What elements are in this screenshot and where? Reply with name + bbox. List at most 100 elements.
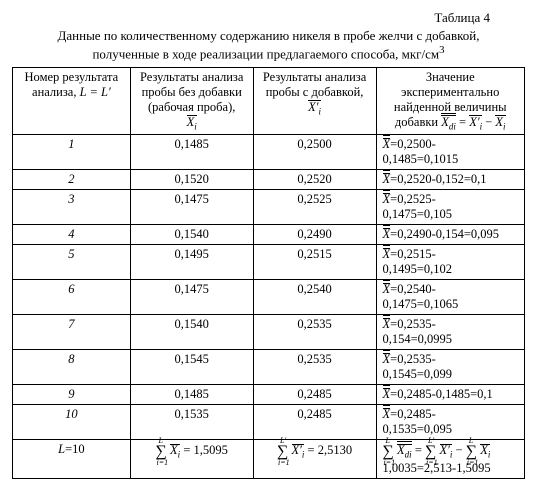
h1-l2: анализа, <box>32 85 80 99</box>
s1xi: X <box>170 443 178 457</box>
sum3-xip: X′i <box>440 443 453 460</box>
xip-sub: i <box>318 106 321 116</box>
sigma-2: ∑L′i=1 <box>277 442 288 461</box>
s3xdi: X <box>397 443 405 457</box>
table-body: 10,14850,2500X=0,2500-0,1485=0,101520,15… <box>13 135 525 440</box>
xip-bar-h: X′i <box>469 115 482 132</box>
s3minus: − <box>452 443 465 457</box>
h3-l2: пробы с добавкой, <box>266 85 364 99</box>
h4-l1: Значение <box>426 70 475 84</box>
s3xip: X′ <box>440 443 450 457</box>
row-xdbar: X <box>383 317 391 332</box>
cell-d: X=0,2520-0,152=0,1 <box>376 170 525 190</box>
cell-b: 0,2485 <box>253 405 376 440</box>
row-xdbar: X <box>383 282 391 297</box>
eq1: = <box>456 115 469 129</box>
cell-b: 0,2520 <box>253 170 376 190</box>
s2xip: X′ <box>292 443 302 457</box>
cell-a: 0,1540 <box>130 315 253 350</box>
h1-l1: Номер результата <box>25 70 119 84</box>
s3xi: X <box>480 443 488 457</box>
sigma-1: ∑Li=1 <box>156 442 167 461</box>
cell-b: 0,2500 <box>253 135 376 170</box>
xip: X′ <box>308 100 318 114</box>
row-xdbar: X <box>383 192 391 207</box>
row-xdbar: X <box>383 407 391 422</box>
h4-l3: найденной величины <box>394 100 507 114</box>
h2-l2: пробы без добавки <box>142 85 242 99</box>
row-xdbar: X <box>383 227 391 242</box>
table-row: 20,15200,2520X=0,2520-0,152=0,1 <box>13 170 525 190</box>
h1-l3: L = L′ <box>80 85 111 99</box>
table-row: 60,14750,2540X=0,2540-0,1475=0,1065 <box>13 280 525 315</box>
xi-bar: Xi <box>187 115 197 132</box>
cell-d: X=0,2525-0,1475=0,105 <box>376 190 525 225</box>
table-row: 10,14850,2500X=0,2500-0,1485=0,1015 <box>13 135 525 170</box>
sum2-expr: ∑L′i=1 X′i = 2,5130 <box>277 443 352 457</box>
s3eq: = <box>412 443 425 457</box>
xip-bar: X′i <box>308 100 321 117</box>
cell-a: 0,1540 <box>130 225 253 245</box>
footer-sum2: ∑L′i=1 X′i = 2,5130 <box>253 440 376 479</box>
table-row: 100,15350,2485X=0,2485-0,1535=0,095 <box>13 405 525 440</box>
table-row: 30,14750,2525X=0,2525-0,1475=0,105 <box>13 190 525 225</box>
cell-n: 10 <box>13 405 131 440</box>
cell-a: 0,1475 <box>130 190 253 225</box>
sigma-3b: ∑L′i=1 <box>425 442 436 461</box>
sum1-val: = 1,5095 <box>180 443 228 457</box>
cell-b: 0,2525 <box>253 190 376 225</box>
cell-d: X=0,2540-0,1475=0,1065 <box>376 280 525 315</box>
xdi-bar2: Xdi <box>441 115 456 132</box>
cell-d: X=0,2500-0,1485=0,1015 <box>376 135 525 170</box>
header-4: Значение экспериментально найденной вели… <box>376 67 525 134</box>
xip2: X′ <box>469 115 479 129</box>
cell-b: 0,2535 <box>253 350 376 385</box>
sum2-val: = 2,5130 <box>304 443 352 457</box>
footer-sum3: ∑Li=1 Xdi = ∑L′i=1 X′i − ∑Li=1 Xi 1,0035… <box>376 440 525 479</box>
table-caption: Данные по количественному содержанию ник… <box>12 28 525 63</box>
cell-d: X=0,2535-0,1545=0,099 <box>376 350 525 385</box>
header-1: Номер результата анализа, L = L′ <box>13 67 131 134</box>
h4-l4: добавки <box>395 115 441 129</box>
data-table: Номер результата анализа, L = L′ Результ… <box>12 67 525 479</box>
cell-d: X=0,2490-0,154=0,095 <box>376 225 525 245</box>
cell-a: 0,1535 <box>130 405 253 440</box>
cell-a: 0,1495 <box>130 245 253 280</box>
cell-a: 0,1485 <box>130 135 253 170</box>
sum2-xip: X′i <box>292 443 305 460</box>
cell-n: 7 <box>13 315 131 350</box>
cell-n: 3 <box>13 190 131 225</box>
cell-a: 0,1485 <box>130 385 253 405</box>
table-row: 50,14950,2515X=0,2515-0,1495=0,102 <box>13 245 525 280</box>
footer-L: L=10 <box>13 440 131 479</box>
row-xdbar: X <box>383 247 391 262</box>
header-row: Номер результата анализа, L = L′ Результ… <box>13 67 525 134</box>
s1xis: i <box>178 450 181 460</box>
cell-b: 0,2515 <box>253 245 376 280</box>
cell-a: 0,1520 <box>130 170 253 190</box>
h2-l3: (рабочая проба), <box>148 100 235 114</box>
sum1-xi: Xi <box>170 443 180 460</box>
cell-n: 8 <box>13 350 131 385</box>
cell-d: X=0,2535-0,154=0,0995 <box>376 315 525 350</box>
h2-l1: Результаты анализа <box>140 70 243 84</box>
header-3: Результаты анализа пробы с добавкой, X′i <box>253 67 376 134</box>
xi-bar-h: Xi <box>495 115 505 132</box>
footer-L-val: =10 <box>65 442 85 456</box>
s3xis: i <box>488 450 491 460</box>
footer-row: L=10 ∑Li=1 Xi = 1,5095 ∑L′i=1 X′i = 2,51… <box>13 440 525 479</box>
cell-n: 6 <box>13 280 131 315</box>
cell-n: 4 <box>13 225 131 245</box>
cell-b: 0,2485 <box>253 385 376 405</box>
h4-l2: экспериментально <box>401 85 499 99</box>
cell-a: 0,1475 <box>130 280 253 315</box>
s3xdis: di <box>405 450 412 460</box>
cell-b: 0,2535 <box>253 315 376 350</box>
header-2: Результаты анализа пробы без добавки (ра… <box>130 67 253 134</box>
caption-line-2: полученные в ходе реализации предлагаемо… <box>92 47 439 62</box>
s3xips: i <box>450 450 453 460</box>
xi2: X <box>495 115 503 129</box>
xdi: X <box>441 115 449 129</box>
sum3-xi: Xi <box>480 443 490 460</box>
caption-line-1: Данные по количественному содержанию ник… <box>58 28 480 43</box>
